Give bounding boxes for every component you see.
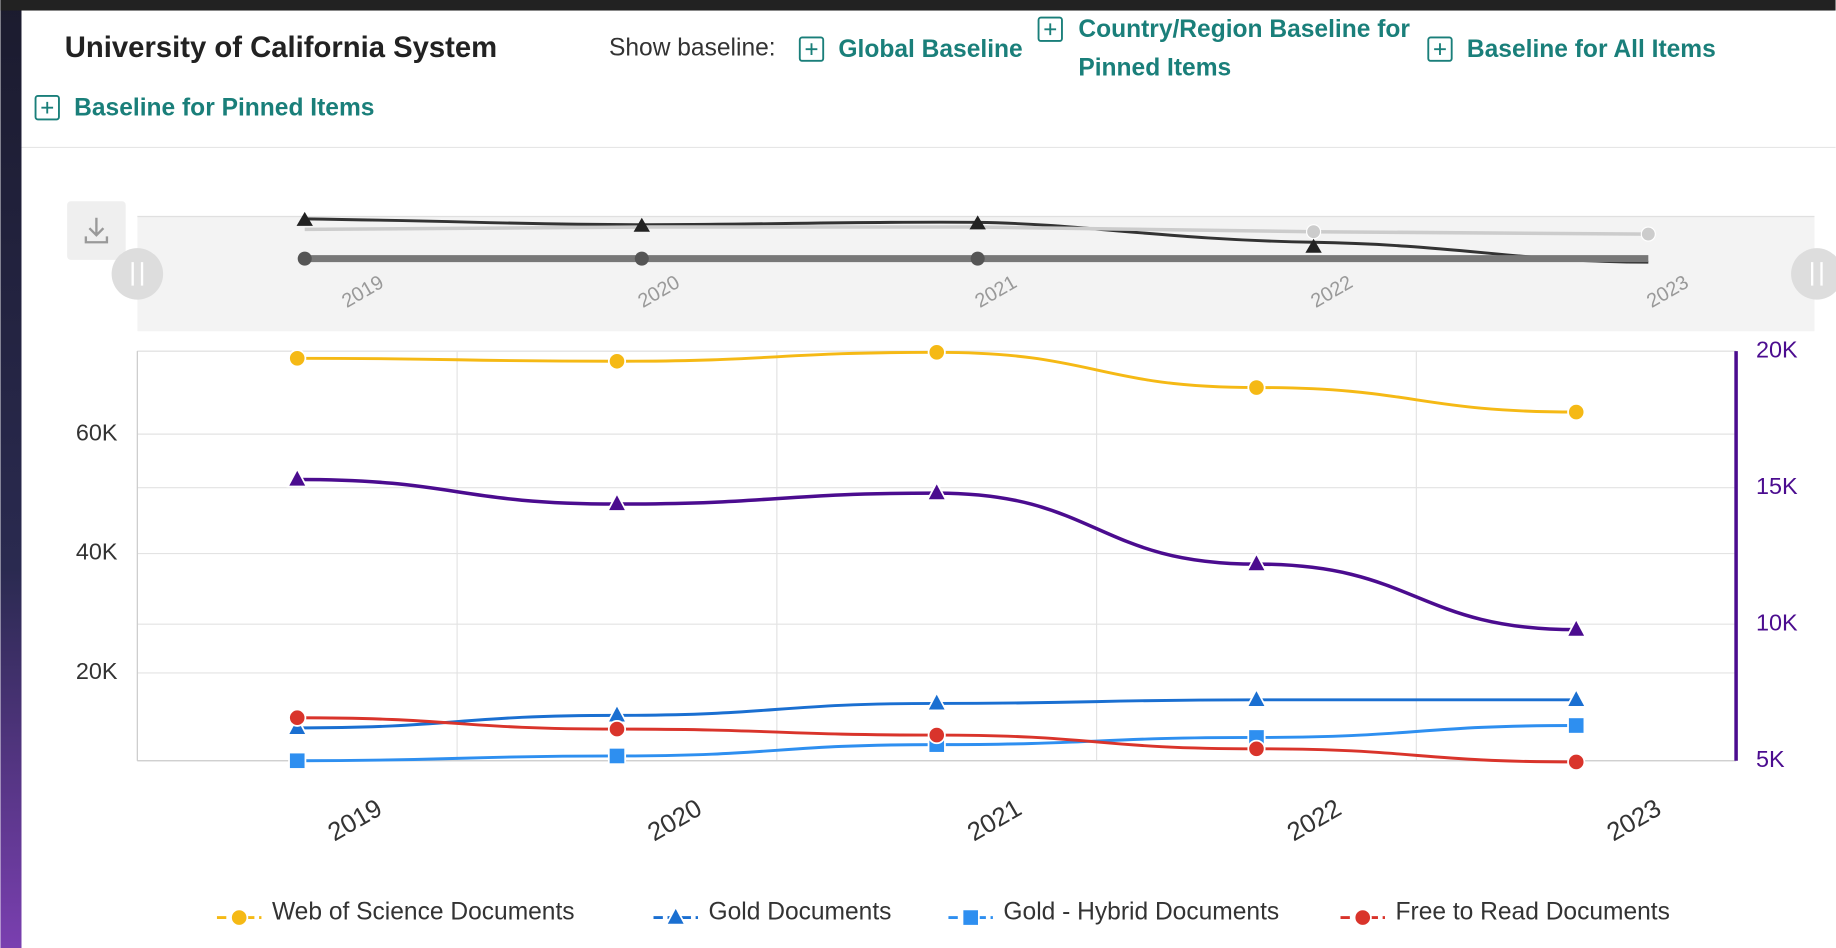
window-top xyxy=(0,0,1836,11)
marker xyxy=(925,691,948,712)
marker xyxy=(1247,378,1266,397)
plus-icon xyxy=(1427,36,1453,62)
legend-symbol xyxy=(664,905,687,926)
download-button[interactable] xyxy=(67,201,126,260)
y-tick-label: 60K xyxy=(76,419,118,445)
y-tick-label: 40K xyxy=(76,539,118,565)
marker xyxy=(1247,739,1266,758)
baseline-option[interactable]: Global Baseline xyxy=(798,36,1023,63)
legend-label: Web of Science Documents xyxy=(272,898,575,925)
y2-tick-label: 5K xyxy=(1756,746,1785,772)
marker xyxy=(925,480,948,502)
plus-icon xyxy=(34,95,60,121)
marker xyxy=(927,343,946,362)
y2-tick-label: 15K xyxy=(1756,473,1798,499)
baseline-option[interactable]: Baseline for All Items xyxy=(1427,36,1716,63)
baseline-option-label: Country/Region Baseline for xyxy=(1078,16,1410,43)
title: University of California System xyxy=(65,32,497,64)
marker xyxy=(288,349,307,368)
legend-symbol xyxy=(961,908,980,927)
marker xyxy=(288,751,307,770)
legend-symbol xyxy=(1353,908,1372,927)
marker xyxy=(927,725,946,745)
legend-item[interactable]: Web of Science Documents xyxy=(216,898,575,927)
y2-tick-label: 20K xyxy=(1756,336,1798,362)
baseline-label: Show baseline: xyxy=(609,35,776,62)
plus-icon xyxy=(41,101,54,114)
baseline-option-label: Global Baseline xyxy=(838,36,1022,63)
plus-icon xyxy=(1044,23,1057,36)
baseline-option-label: Baseline for All Items xyxy=(1467,36,1716,63)
marker xyxy=(1567,752,1586,772)
legend-label: Gold - Hybrid Documents xyxy=(1003,898,1279,925)
plus-icon xyxy=(1434,43,1446,56)
window-edge xyxy=(0,0,22,948)
baseline-option[interactable]: Country/Region Baseline for Pinned Items xyxy=(1037,16,1411,82)
marker xyxy=(1245,687,1268,708)
marker xyxy=(607,720,627,739)
baseline-option[interactable]: Baseline for Pinned Items xyxy=(34,94,375,121)
legend-label: Free to Read Documents xyxy=(1396,898,1670,925)
marker xyxy=(606,491,628,512)
legend-item[interactable]: Gold - Hybrid Documents xyxy=(948,898,1279,927)
marker xyxy=(1567,402,1586,422)
y-tick-label: 20K xyxy=(76,658,118,684)
marker xyxy=(1567,716,1586,735)
marker xyxy=(607,746,627,766)
baseline-option-label: Pinned Items xyxy=(1078,55,1231,82)
marker xyxy=(288,708,307,727)
baseline-option-label: Baseline for Pinned Items xyxy=(74,94,374,121)
plus-icon xyxy=(1037,16,1063,42)
marker xyxy=(1565,617,1588,638)
legend-item[interactable]: Free to Read Documents xyxy=(1340,898,1670,927)
marker xyxy=(1565,687,1588,708)
legend-item[interactable]: Gold Documents xyxy=(653,898,892,926)
legend-symbol xyxy=(230,908,249,927)
legend-label: Gold Documents xyxy=(709,898,892,925)
baseline-options: Global Baseline Country/Region Baseline f… xyxy=(34,16,1716,121)
plus-icon xyxy=(798,36,825,62)
navigator xyxy=(111,211,1836,332)
marker xyxy=(286,467,309,488)
marker xyxy=(1245,551,1268,573)
y2-tick-label: 10K xyxy=(1756,609,1798,635)
marker xyxy=(607,352,627,371)
plus-icon xyxy=(805,43,818,56)
